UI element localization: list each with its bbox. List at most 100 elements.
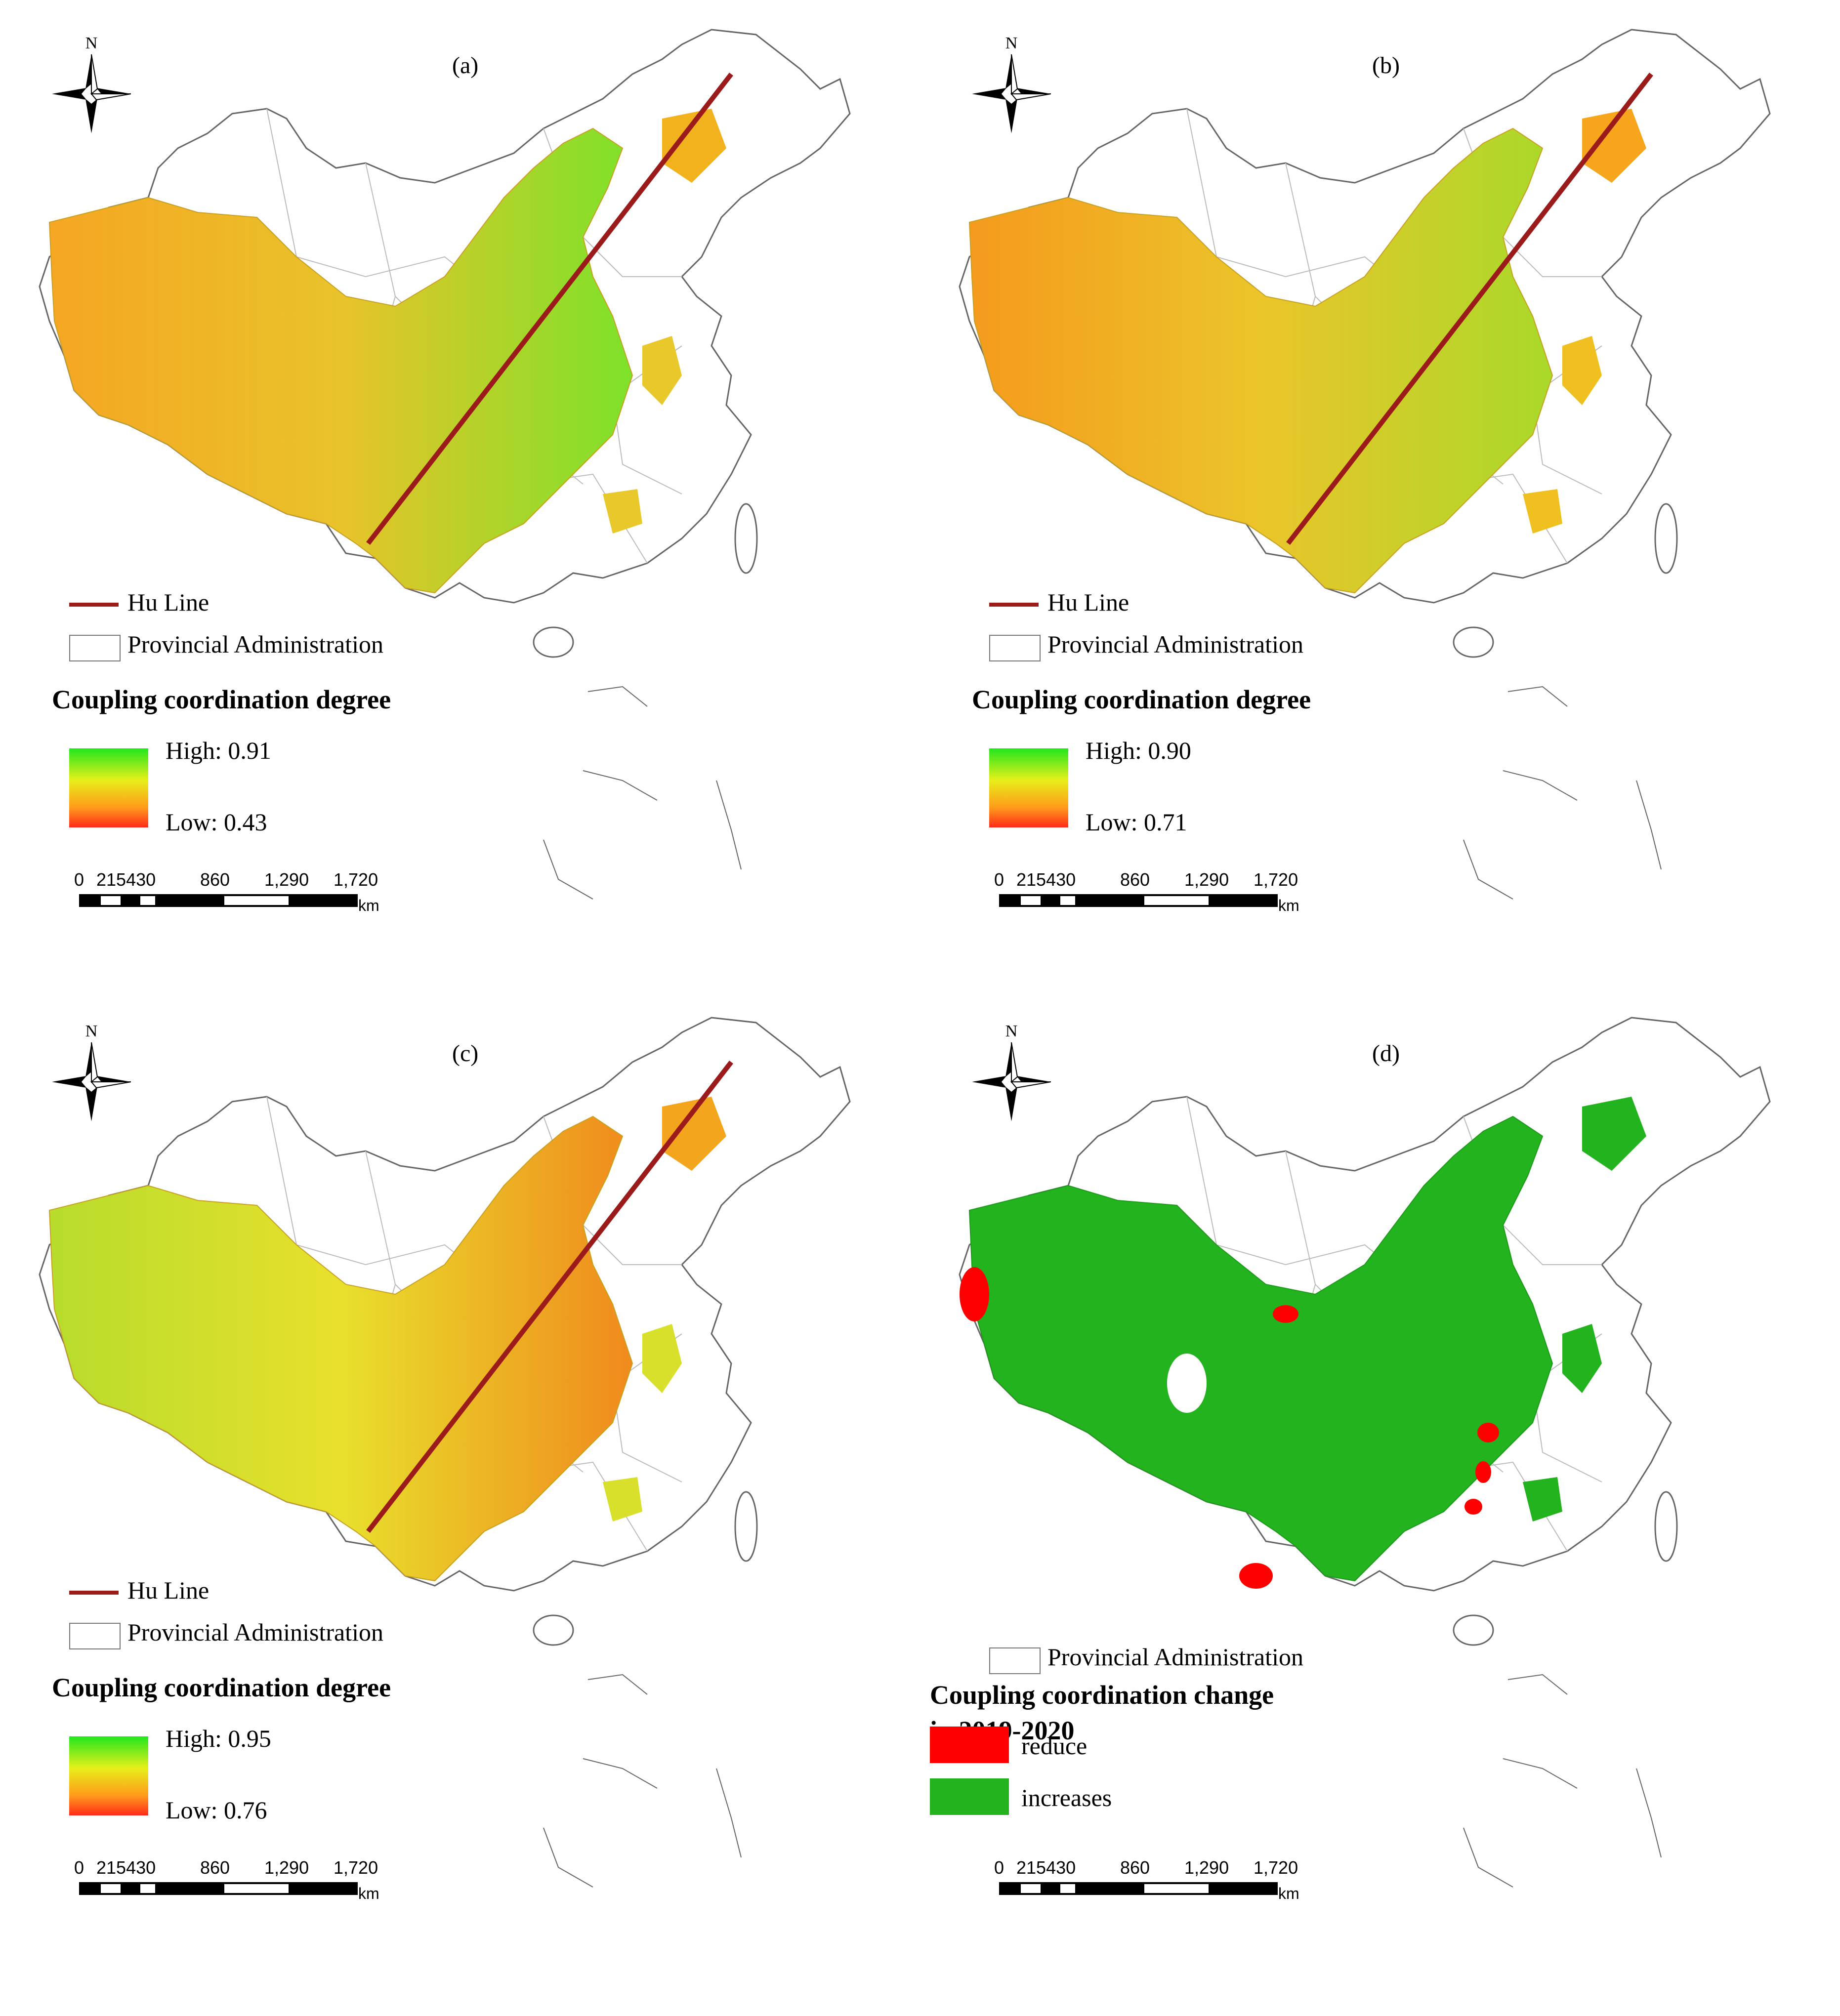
scale-tick-3: 1,290 [1184, 869, 1229, 890]
reduce-patch [1477, 1423, 1499, 1442]
hu-line [1286, 72, 1653, 545]
map-panel-1: (a) N Hu Line Provincial Administration … [0, 0, 920, 988]
province-label: Provincial Administration [127, 1618, 384, 1646]
north-arrow-icon: N [52, 1023, 131, 1121]
province-label: Provincial Administration [1047, 630, 1304, 658]
hu-line [366, 72, 733, 545]
province-label: Provincial Administration [127, 630, 384, 658]
coloured-region-east [642, 336, 682, 405]
province-swatch [989, 1647, 1041, 1674]
coloured-region [968, 1115, 1553, 1582]
panel-label: (c) [452, 1040, 479, 1067]
scale-tick-0: 0 [994, 869, 1004, 890]
north-arrow-icon: N [972, 1023, 1051, 1121]
coloured-region-south [1523, 489, 1562, 534]
china-map [39, 29, 851, 900]
hu-line-swatch [69, 603, 119, 607]
coloured-region-northeast [662, 1097, 726, 1171]
scale-tick-0: 0 [74, 1857, 84, 1878]
scale-tick-1: 215430 [1016, 869, 1076, 890]
scale-tick-4: 1,720 [1254, 869, 1298, 890]
scale-tick-3: 1,290 [264, 1857, 309, 1878]
gradient-swatch [989, 748, 1068, 827]
map-panel-4: (d) N Provincial Administration Coupling… [920, 988, 1840, 1976]
scale-tick-3: 1,290 [264, 869, 309, 890]
south-china-sea-islands [543, 1674, 742, 1888]
scale-bar-graphic [79, 894, 358, 907]
north-label: N [1005, 1023, 1018, 1040]
legend-high: High: 0.95 [166, 1725, 271, 1752]
legend-high: High: 0.91 [166, 737, 271, 764]
coloured-region-northeast [662, 109, 726, 183]
legend-low: Low: 0.76 [166, 1796, 267, 1824]
hu-line-label: Hu Line [127, 588, 209, 616]
scale-tick-4: 1,720 [334, 869, 378, 890]
coloured-region-east [1562, 1324, 1602, 1393]
legend-high: High: 0.90 [1086, 737, 1191, 764]
scale-tick-0: 0 [74, 869, 84, 890]
coloured-region-south [603, 1477, 642, 1522]
scale-tick-2: 860 [1120, 869, 1150, 890]
hu-line-label: Hu Line [127, 1576, 209, 1604]
legend-title: Coupling coordination degree [52, 1673, 391, 1702]
panel-label: (b) [1372, 52, 1400, 79]
legend-low: Low: 0.43 [166, 808, 267, 836]
province-label: Provincial Administration [1047, 1643, 1304, 1671]
province-swatch [69, 635, 121, 661]
province-swatch [69, 1623, 121, 1649]
legend-title: Coupling coordination degree [972, 685, 1311, 714]
hu-line [366, 1060, 733, 1533]
south-china-sea-islands [543, 686, 742, 900]
legend-low: Low: 0.71 [1086, 808, 1187, 836]
coloured-region [48, 127, 633, 594]
hu-line-swatch [69, 1591, 119, 1595]
hu-line-label: Hu Line [1047, 588, 1129, 616]
scale-bar-graphic [999, 894, 1278, 907]
reduce-patch [1475, 1461, 1491, 1483]
coloured-region [968, 127, 1553, 594]
hu-line-swatch [989, 603, 1039, 607]
coloured-region-east [1562, 336, 1602, 405]
gradient-swatch [69, 1736, 148, 1815]
scale-tick-1: 215430 [96, 869, 156, 890]
increase-swatch [930, 1778, 1009, 1815]
province-swatch [989, 635, 1041, 661]
coloured-region-northeast [1582, 1097, 1646, 1171]
panel-label: (d) [1372, 1040, 1400, 1067]
south-china-sea-islands [1463, 686, 1662, 900]
scale-tick-1: 215430 [1016, 1857, 1076, 1878]
north-label: N [1005, 35, 1018, 52]
coloured-region-east [642, 1324, 682, 1393]
scale-tick-0: 0 [994, 1857, 1004, 1878]
panel-label: (a) [452, 52, 479, 79]
coloured-region-northeast [1582, 109, 1646, 183]
reduce-patch [1464, 1499, 1482, 1515]
increase-label: increases [1021, 1784, 1112, 1811]
scale-unit: km [1278, 897, 1299, 914]
scale-unit: km [1278, 1885, 1299, 1902]
scale-bar-graphic [79, 1882, 358, 1895]
reduce-swatch [930, 1727, 1009, 1763]
map-panel-2: (b) N Hu Line Provincial Administration … [920, 0, 1840, 988]
coloured-region-south [603, 489, 642, 534]
scale-tick-1: 215430 [96, 1857, 156, 1878]
coloured-region [48, 1115, 633, 1582]
north-arrow-icon: N [972, 35, 1051, 133]
scale-tick-4: 1,720 [1254, 1857, 1298, 1878]
map-panel-3: (c) N Hu Line Provincial Administration … [0, 988, 920, 1976]
scale-tick-3: 1,290 [1184, 1857, 1229, 1878]
scale-unit: km [358, 1885, 379, 1902]
north-arrow-icon: N [52, 35, 131, 133]
north-label: N [85, 35, 98, 52]
reduce-label: reduce [1021, 1732, 1087, 1760]
scale-tick-2: 860 [1120, 1857, 1150, 1878]
coloured-region-south [1523, 1477, 1562, 1522]
scale-tick-4: 1,720 [334, 1857, 378, 1878]
scale-unit: km [358, 897, 379, 914]
legend-title: Coupling coordination degree [52, 685, 391, 714]
scale-tick-2: 860 [200, 869, 230, 890]
china-map [959, 29, 1771, 900]
china-map [959, 1017, 1771, 1888]
scale-bar-graphic [999, 1882, 1278, 1895]
north-label: N [85, 1023, 98, 1040]
